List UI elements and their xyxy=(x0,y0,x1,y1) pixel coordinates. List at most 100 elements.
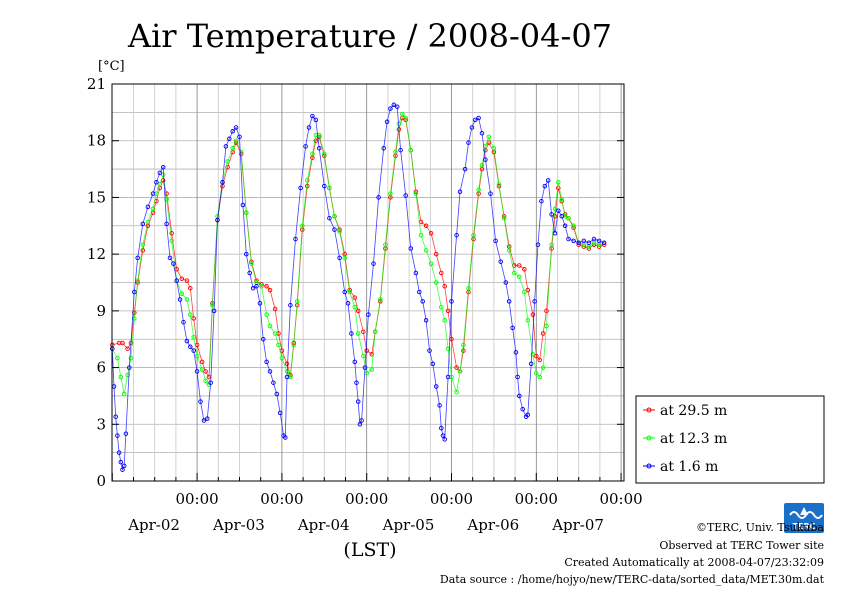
data-point xyxy=(303,144,308,149)
data-point xyxy=(223,144,229,149)
data-point xyxy=(403,193,408,198)
data-point xyxy=(118,374,124,380)
data-point xyxy=(394,104,400,109)
data-point xyxy=(552,231,558,236)
x-tick-time-label: 00:00 xyxy=(175,490,218,508)
y-tick-label: 6 xyxy=(96,359,106,377)
data-point xyxy=(123,431,129,436)
data-point xyxy=(198,399,203,404)
data-point xyxy=(517,274,522,280)
data-point xyxy=(537,357,542,363)
data-point xyxy=(362,365,368,370)
data-point xyxy=(522,289,527,295)
data-point xyxy=(294,299,300,304)
drop-icon xyxy=(800,507,808,515)
data-point xyxy=(271,380,276,385)
data-point xyxy=(288,302,293,308)
data-point xyxy=(276,342,281,348)
data-point xyxy=(506,248,512,253)
data-point xyxy=(576,240,581,246)
data-point xyxy=(113,414,118,419)
y-tick-label: 9 xyxy=(96,302,106,320)
data-point xyxy=(501,215,507,221)
legend: at 29.5 m at 12.3 m at 1.6 m xyxy=(635,395,825,484)
data-point xyxy=(457,369,463,374)
data-point xyxy=(247,270,252,276)
data-point xyxy=(203,378,208,384)
data-point xyxy=(140,242,146,247)
data-point xyxy=(545,178,551,183)
data-point xyxy=(439,425,444,431)
data-point xyxy=(445,308,451,314)
data-point xyxy=(199,367,205,372)
data-point xyxy=(571,238,576,244)
x-tick-time-label: 00:00 xyxy=(515,490,558,508)
data-point xyxy=(423,318,429,323)
data-point xyxy=(417,289,422,295)
data-point xyxy=(267,287,273,293)
data-point xyxy=(466,140,471,145)
data-point xyxy=(121,391,127,397)
data-point xyxy=(115,433,120,438)
data-point xyxy=(194,353,200,359)
data-point xyxy=(539,198,544,204)
data-point xyxy=(479,130,485,136)
data-point xyxy=(127,365,132,370)
x-tick-date-label: Apr-06 xyxy=(466,516,519,534)
legend-marker xyxy=(646,407,652,413)
data-point xyxy=(116,450,122,455)
data-point xyxy=(199,359,205,365)
data-point xyxy=(384,119,390,125)
y-tick-label: 0 xyxy=(96,472,106,490)
data-point xyxy=(254,284,259,289)
data-point xyxy=(188,312,193,317)
data-point xyxy=(355,399,361,404)
data-point xyxy=(513,350,519,355)
data-point xyxy=(498,259,503,264)
data-point xyxy=(556,208,561,213)
data-point xyxy=(445,346,451,351)
y-tick-label: 21 xyxy=(87,75,106,93)
data-point xyxy=(469,125,475,130)
data-point xyxy=(449,299,454,304)
data-point xyxy=(376,195,381,200)
data-point xyxy=(369,367,375,372)
y-tick-label: 3 xyxy=(96,415,106,433)
data-point xyxy=(510,325,515,331)
data-point xyxy=(128,355,134,361)
data-point xyxy=(169,231,174,236)
data-point xyxy=(179,291,185,297)
data-point xyxy=(378,297,383,302)
data-point xyxy=(201,418,207,423)
x-tick-date-label: Apr-02 xyxy=(127,516,180,534)
data-point xyxy=(393,149,398,155)
data-point xyxy=(145,204,151,210)
data-point xyxy=(408,147,414,153)
data-point xyxy=(591,236,597,242)
footer-observed: Observed at TERC Tower site xyxy=(659,539,824,552)
data-point xyxy=(544,308,549,314)
data-point xyxy=(366,312,371,317)
data-point xyxy=(272,331,278,336)
x-tick-date-label: Apr-05 xyxy=(382,516,435,534)
data-point xyxy=(549,242,554,247)
data-point xyxy=(125,372,130,378)
data-point xyxy=(310,113,315,119)
data-point xyxy=(355,331,361,336)
plot-frame xyxy=(111,83,625,482)
data-point xyxy=(540,331,546,336)
data-point xyxy=(283,435,288,440)
data-point xyxy=(559,197,564,202)
chart-title: Air Temperature / 2008-04-07 xyxy=(127,17,612,55)
data-point xyxy=(571,223,576,229)
data-point xyxy=(205,416,210,421)
y-tick-label: 18 xyxy=(87,132,106,150)
data-point xyxy=(454,365,459,370)
data-point xyxy=(244,210,249,215)
data-point xyxy=(454,389,459,395)
data-point xyxy=(225,159,230,164)
series-3 xyxy=(110,102,607,472)
data-point xyxy=(427,348,432,353)
